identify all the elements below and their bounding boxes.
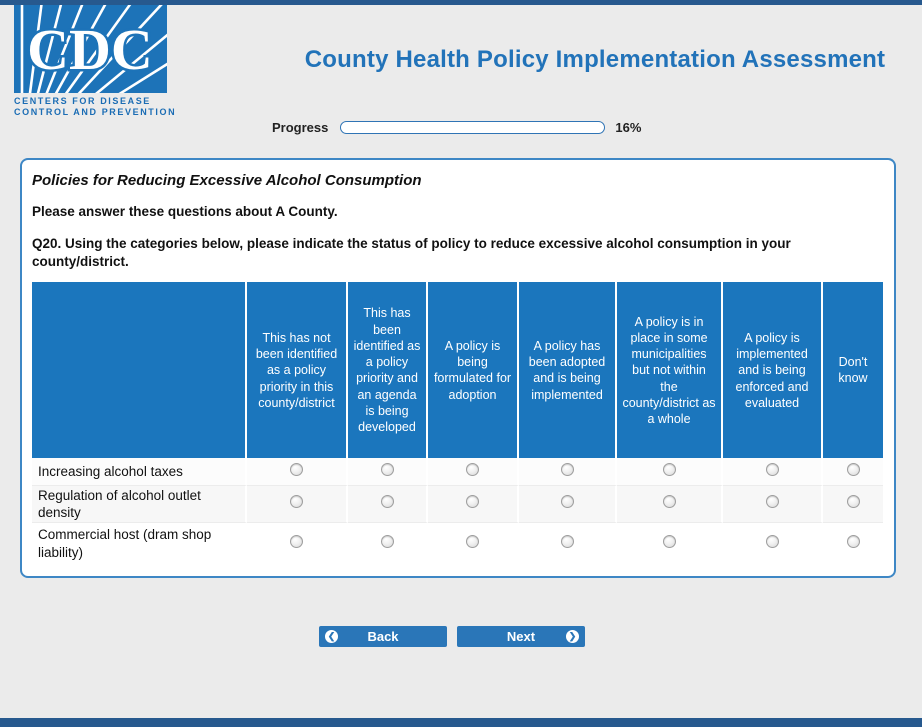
- row-label-outlet-density: Regulation of alcohol outlet density: [32, 486, 247, 524]
- cdc-logo: CDC CENTERS FOR DISEASE CONTROL AND PREV…: [14, 5, 184, 119]
- radio-row0-col5[interactable]: [765, 462, 779, 476]
- cdc-logo-icon: CDC: [14, 5, 167, 93]
- question-number: Q20.: [32, 236, 62, 251]
- radio-row0-col0[interactable]: [290, 462, 303, 476]
- progress-label: Progress: [272, 120, 329, 135]
- question-panel: Policies for Reducing Excessive Alcohol …: [20, 158, 896, 578]
- chevron-right-icon: ❯: [566, 630, 579, 643]
- section-title: Policies for Reducing Excessive Alcohol …: [32, 172, 422, 189]
- radio-row2-col6[interactable]: [846, 534, 860, 548]
- navigation-buttons: ❮ Back Next ❯: [319, 626, 585, 647]
- back-button[interactable]: ❮ Back: [319, 626, 447, 647]
- radio-row2-col4[interactable]: [662, 534, 676, 548]
- header-some-municipalities: A policy is in place in some municipalit…: [617, 282, 723, 459]
- radio-row1-col5[interactable]: [765, 495, 779, 509]
- table-row: Commercial host (dram shop liability): [32, 523, 883, 565]
- policy-status-table: This has not been identified as a policy…: [32, 282, 883, 565]
- back-button-label: Back: [367, 629, 399, 644]
- row-label-dram-shop: Commercial host (dram shop liability): [32, 523, 247, 565]
- question-text: Q20. Using the categories below, please …: [32, 235, 888, 271]
- radio-row2-col3[interactable]: [560, 534, 574, 548]
- next-button[interactable]: Next ❯: [457, 626, 585, 647]
- radio-row1-col6[interactable]: [846, 495, 860, 509]
- radio-row1-col1[interactable]: [380, 495, 394, 509]
- table-row: Increasing alcohol taxes: [32, 458, 883, 487]
- cdc-acronym: CDC: [27, 17, 153, 82]
- question-body: Using the categories below, please indic…: [32, 236, 791, 270]
- cdc-tagline-line2: CONTROL AND PREVENTION: [14, 107, 177, 118]
- chevron-left-icon: ❮: [325, 630, 338, 643]
- instruction-text: Please answer these questions about A Co…: [32, 204, 338, 219]
- radio-row2-col5[interactable]: [765, 534, 779, 548]
- radio-row0-col3[interactable]: [560, 462, 574, 476]
- table-header-row: This has not been identified as a policy…: [32, 282, 883, 459]
- progress-bar: Progress 16%: [272, 120, 641, 135]
- radio-row0-col6[interactable]: [846, 462, 860, 476]
- radio-row1-col3[interactable]: [560, 495, 574, 509]
- row-label-alcohol-taxes: Increasing alcohol taxes: [32, 458, 247, 487]
- top-accent-bar: [0, 0, 922, 5]
- radio-row0-col4[interactable]: [662, 462, 676, 476]
- radio-row2-col2[interactable]: [466, 534, 479, 548]
- radio-row0-col1[interactable]: [380, 462, 394, 476]
- header-dont-know: Don't know: [823, 282, 883, 459]
- radio-row0-col2[interactable]: [466, 462, 479, 476]
- radio-row2-col0[interactable]: [290, 534, 303, 548]
- next-button-label: Next: [506, 629, 536, 644]
- progress-track: [340, 121, 606, 134]
- radio-row1-col4[interactable]: [662, 495, 676, 509]
- header-adopted-implemented: A policy has been adopted and is being i…: [519, 282, 617, 459]
- radio-row2-col1[interactable]: [380, 534, 394, 548]
- header-not-identified: This has not been identified as a policy…: [247, 282, 348, 459]
- header-empty-cell: [32, 282, 247, 459]
- header-identified-agenda: This has been identified as a policy pri…: [348, 282, 428, 459]
- page-title: County Health Policy Implementation Asse…: [304, 46, 886, 73]
- cdc-tagline-line1: CENTERS FOR DISEASE: [14, 96, 151, 106]
- header-being-formulated: A policy is being formulated for adoptio…: [428, 282, 519, 459]
- header-enforced-evaluated: A policy is implemented and is being enf…: [723, 282, 823, 459]
- bottom-accent-bar: [0, 718, 922, 727]
- radio-row1-col0[interactable]: [290, 495, 303, 509]
- table-row: Regulation of alcohol outlet density: [32, 486, 883, 524]
- progress-percent: 16%: [615, 120, 642, 135]
- radio-row1-col2[interactable]: [466, 495, 479, 509]
